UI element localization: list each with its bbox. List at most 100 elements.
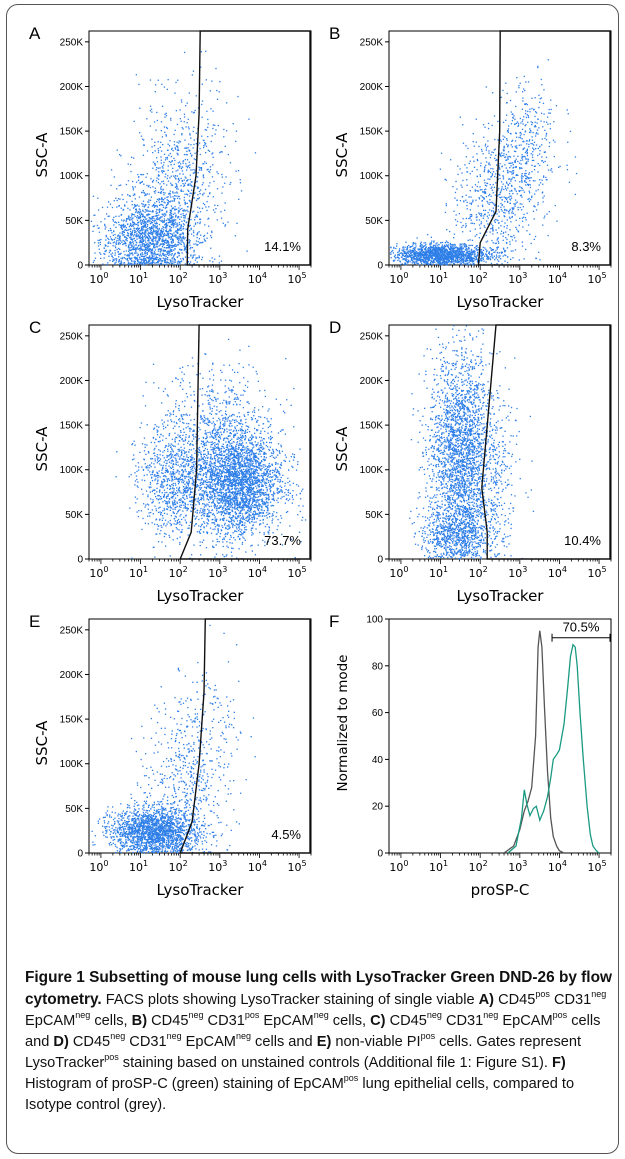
scatter-point xyxy=(441,250,444,252)
scatter-point xyxy=(177,148,179,150)
scatter-point xyxy=(157,79,159,81)
scatter-point xyxy=(439,254,441,256)
scatter-point xyxy=(122,198,124,201)
scatter-point xyxy=(177,188,179,190)
scatter-point xyxy=(139,215,141,217)
scatter-point xyxy=(449,248,451,250)
scatter-point xyxy=(178,223,180,226)
scatter-point xyxy=(172,260,174,262)
scatter-point xyxy=(146,214,148,217)
scatter-point xyxy=(419,245,421,247)
scatter-point xyxy=(180,224,182,226)
scatter-point xyxy=(141,138,144,140)
scatter-point xyxy=(143,222,146,224)
scatter-point xyxy=(414,252,417,254)
scatter-point xyxy=(108,241,110,243)
scatter-point xyxy=(503,226,505,228)
scatter-point xyxy=(510,250,512,252)
scatter-point xyxy=(517,231,520,233)
scatter-point xyxy=(148,204,150,206)
scatter-point xyxy=(522,148,524,151)
scatter-point xyxy=(453,244,455,246)
scatter-point xyxy=(100,257,102,259)
scatter-point xyxy=(428,251,430,254)
scatter-point xyxy=(450,252,452,254)
scatter-point xyxy=(126,257,129,260)
scatter-point xyxy=(465,156,467,158)
scatter-point xyxy=(179,109,181,111)
scatter-point xyxy=(433,252,435,255)
scatter-point xyxy=(508,212,510,214)
scatter-point xyxy=(123,234,125,236)
scatter-point xyxy=(118,243,120,245)
scatter-point xyxy=(152,210,154,212)
scatter-point xyxy=(418,248,420,250)
scatter-point xyxy=(546,121,548,123)
scatter-point xyxy=(177,232,179,234)
scatter-point xyxy=(165,206,167,208)
scatter-point xyxy=(146,228,149,230)
scatter-point xyxy=(435,263,437,266)
scatter-point xyxy=(238,198,240,200)
scatter-point xyxy=(138,235,140,238)
scatter-point xyxy=(157,261,160,263)
scatter-point xyxy=(156,253,158,256)
y-tick-label: 250K xyxy=(60,331,84,342)
scatter-point xyxy=(167,79,169,81)
scatter-point xyxy=(140,261,142,263)
scatter-point xyxy=(430,260,432,263)
scatter-point xyxy=(137,210,140,213)
scatter-point xyxy=(160,258,162,260)
scatter-point xyxy=(464,226,467,228)
scatter-point xyxy=(163,161,165,164)
scatter-point xyxy=(192,112,195,114)
scatter-point xyxy=(152,224,154,226)
scatter-point xyxy=(202,193,204,195)
scatter-point xyxy=(436,250,438,252)
scatter-point xyxy=(147,233,149,236)
scatter-point xyxy=(444,263,447,265)
scatter-point xyxy=(163,246,165,249)
scatter-point xyxy=(188,128,190,130)
scatter-point xyxy=(143,256,145,258)
scatter-point xyxy=(444,261,446,263)
scatter-point xyxy=(438,253,441,255)
scatter-point xyxy=(184,256,187,258)
scatter-point xyxy=(447,261,449,264)
scatter-point xyxy=(495,154,497,156)
scatter-point xyxy=(468,162,470,165)
scatter-point xyxy=(524,125,526,127)
scatter-point xyxy=(480,255,482,257)
scatter-point xyxy=(197,244,199,246)
scatter-point xyxy=(114,262,116,264)
scatter-point xyxy=(179,198,181,200)
scatter-point xyxy=(520,167,522,169)
scatter-point xyxy=(148,263,150,265)
scatter-point xyxy=(482,197,484,199)
scatter-point xyxy=(473,250,475,252)
scatter-point xyxy=(150,252,152,254)
scatter-point xyxy=(507,184,509,186)
scatter-point xyxy=(122,225,124,227)
scatter-point xyxy=(515,150,517,153)
scatter-point xyxy=(144,258,146,260)
scatter-point xyxy=(491,252,493,255)
scatter-point xyxy=(183,196,185,199)
scatter-point xyxy=(155,212,157,215)
scatter-point xyxy=(469,216,471,218)
scatter-point xyxy=(537,204,539,206)
scatter-point xyxy=(140,219,142,221)
scatter-point xyxy=(161,166,163,168)
scatter-point xyxy=(509,217,511,220)
scatter-point xyxy=(187,218,189,220)
scatter-point xyxy=(470,263,472,265)
scatter-point xyxy=(159,233,161,236)
scatter-point xyxy=(193,210,195,212)
scatter-point xyxy=(165,255,167,258)
scatter-point xyxy=(535,112,538,114)
scatter-point xyxy=(174,243,176,245)
scatter-point xyxy=(171,262,173,264)
scatter-point xyxy=(506,102,508,104)
scatter-point xyxy=(487,171,489,174)
scatter-point xyxy=(184,247,186,249)
